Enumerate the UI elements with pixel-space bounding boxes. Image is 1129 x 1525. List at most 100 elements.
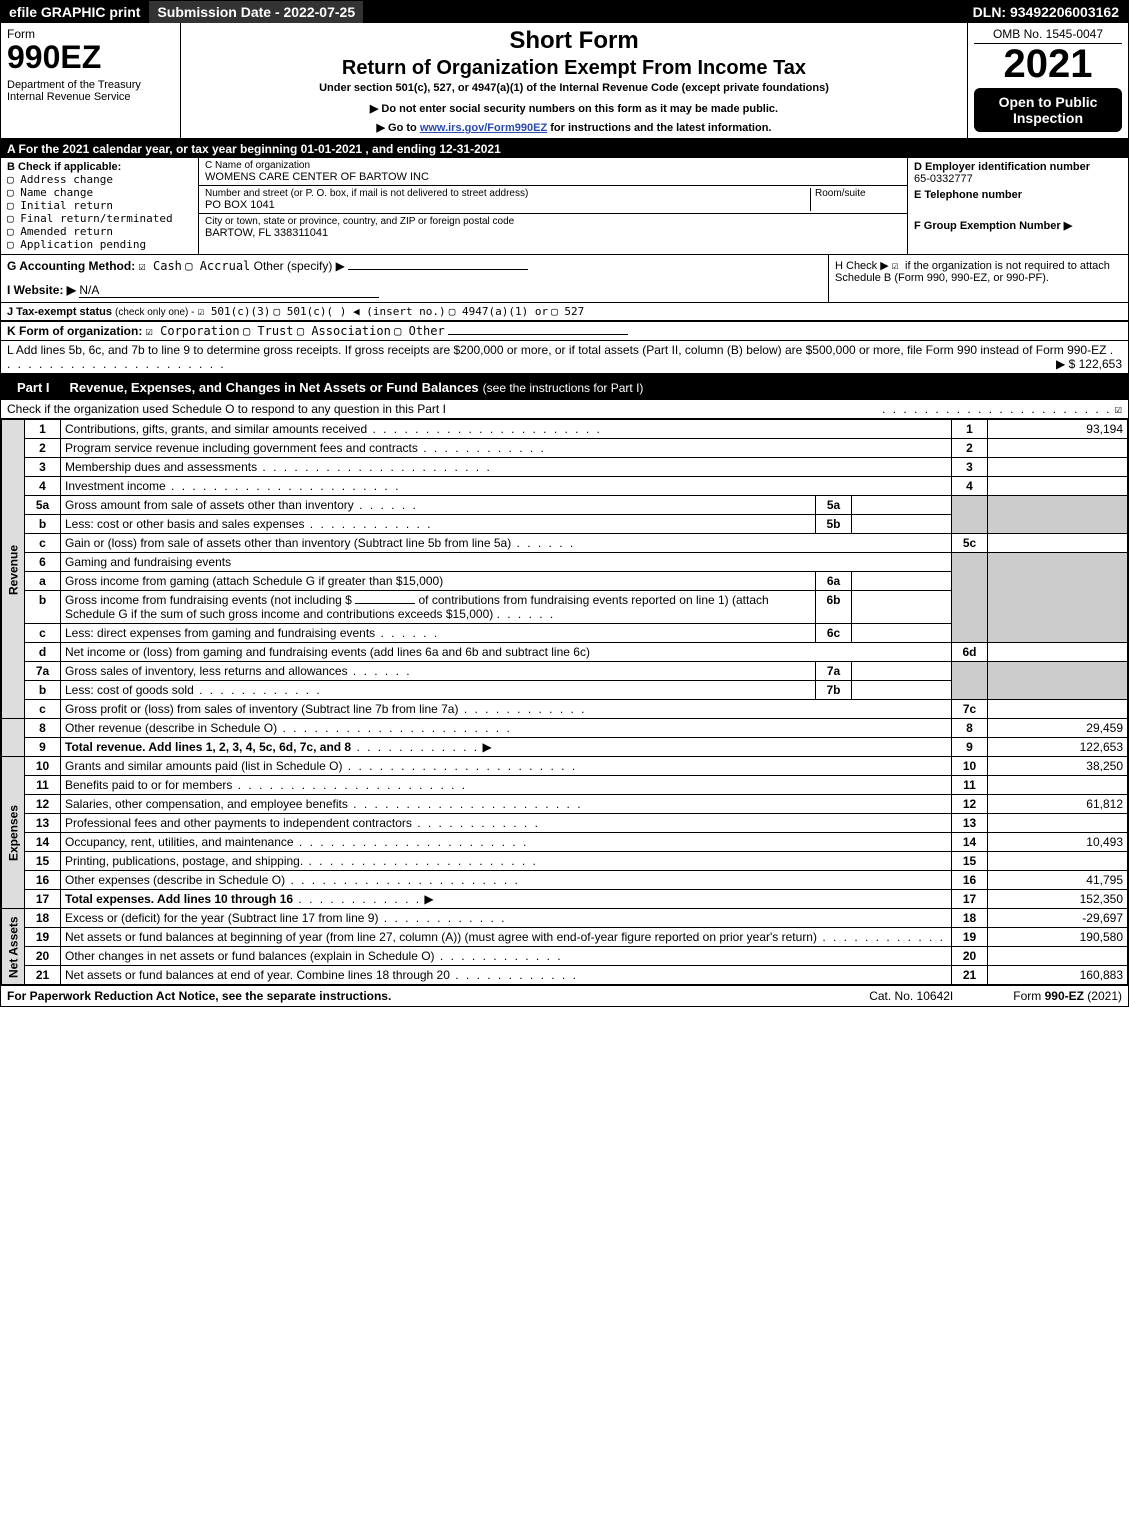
l20-desc: Other changes in net assets or fund bala… [61,947,952,966]
l3-dots [257,460,492,474]
l2-desc: Program service revenue including govern… [61,439,952,458]
l5a-num: 5a [25,496,61,515]
f-label: F Group Exemption Number ▶ [914,219,1122,232]
l7ab-rnum-shade [952,662,988,700]
j-small: (check only one) - [115,307,194,318]
footer-r-bold: 990-EZ [1045,989,1084,1003]
l13-num: 13 [25,814,61,833]
chk-4947[interactable]: 4947(a)(1) or [449,305,548,318]
l5c-desc: Gain or (loss) from sale of assets other… [61,534,952,553]
l7c-rnum: 7c [952,700,988,719]
chk-trust[interactable]: Trust [243,324,294,338]
chk-association[interactable]: Association [297,324,391,338]
l6a-desc: Gross income from gaming (attach Schedul… [61,572,816,591]
k-other-field[interactable] [448,334,628,335]
l7a-subnum: 7a [816,662,852,681]
chk-501c3[interactable]: 501(c)(3) [198,305,271,318]
l7b-d: Less: cost of goods sold [65,683,194,697]
l1-dots [367,422,602,436]
footer-r-pre: Form [1013,989,1044,1003]
l5a-d: Gross amount from sale of assets other t… [65,498,354,512]
l1-d: Contributions, gifts, grants, and simila… [65,422,367,436]
part-1-header: Part I Revenue, Expenses, and Changes in… [1,375,1128,400]
telephone-value [914,201,1122,215]
chk-amended-return[interactable]: Amended return [7,225,192,238]
footer-r-post: (2021) [1084,989,1122,1003]
l9-desc: Total revenue. Add lines 1, 2, 3, 4, 5c,… [61,738,952,757]
l4-d: Investment income [65,479,166,493]
l21-dots [450,968,578,982]
l6c-dots [375,626,439,640]
l16-rnum: 16 [952,871,988,890]
row-gh: G Accounting Method: Cash Accrual Other … [1,255,1128,303]
l2-num: 2 [25,439,61,458]
l21-amt: 160,883 [988,966,1128,985]
l7c-dots [458,702,586,716]
l4-dots [166,479,401,493]
i-label: I Website: ▶ [7,283,76,297]
l15-d: Printing, publications, postage, and shi… [65,854,303,868]
org-street: PO BOX 1041 [205,199,806,211]
chk-other-org[interactable]: Other [394,324,445,338]
l18-d: Excess or (deficit) for the year (Subtra… [65,911,378,925]
l11-dots [232,778,467,792]
table-row: 8 Other revenue (describe in Schedule O)… [2,719,1128,738]
g-other-field[interactable] [348,269,528,270]
topbar: efile GRAPHIC print Submission Date - 20… [1,1,1128,23]
chk-accrual[interactable]: Accrual [185,259,250,273]
col-h-schedule-b: H Check ▶ if the organization is not req… [828,255,1128,302]
table-row: Revenue 1 Contributions, gifts, grants, … [2,420,1128,439]
chk-schedule-o-part1[interactable] [1115,402,1122,416]
l13-dots [412,816,540,830]
chk-527[interactable]: 527 [551,305,584,318]
l5ab-rnum-shade [952,496,988,534]
l16-desc: Other expenses (describe in Schedule O) [61,871,952,890]
department-treasury: Department of the Treasury Internal Reve… [7,79,174,103]
org-city: BARTOW, FL 338311041 [205,227,901,239]
chk-cash[interactable]: Cash [139,259,182,273]
l8-d: Other revenue (describe in Schedule O) [65,721,277,735]
chk-schedule-b[interactable] [892,259,905,272]
chk-address-change[interactable]: Address change [7,173,192,186]
l6b-amount-field[interactable] [355,603,415,604]
chk-initial-return[interactable]: Initial return [7,199,192,212]
footer-catno: Cat. No. 10642I [869,989,953,1003]
l13-d: Professional fees and other payments to … [65,816,412,830]
l5b-subnum: 5b [816,515,852,534]
chk-final-return[interactable]: Final return/terminated [7,212,192,225]
chk-corporation[interactable]: Corporation [146,324,240,338]
l2-amt [988,439,1128,458]
chk-501c[interactable]: 501(c)( ) ◀ (insert no.) [273,305,445,318]
l12-rnum: 12 [952,795,988,814]
l6c-d: Less: direct expenses from gaming and fu… [65,626,375,640]
table-row: 11 Benefits paid to or for members 11 [2,776,1128,795]
chk-application-pending[interactable]: Application pending [7,238,192,251]
l15-num: 15 [25,852,61,871]
l6a-num: a [25,572,61,591]
form-header: Form 990EZ Department of the Treasury In… [1,23,1128,140]
dln: DLN: 93492206003162 [965,1,1128,23]
part-1-title: Revenue, Expenses, and Changes in Net As… [70,380,479,395]
chk-name-change[interactable]: Name change [7,186,192,199]
l6c-subval [852,624,952,643]
l8-num: 8 [25,719,61,738]
b-title: B Check if applicable: [7,161,192,173]
l19-amt: 190,580 [988,928,1128,947]
l15-desc: Printing, publications, postage, and shi… [61,852,952,871]
l19-num: 19 [25,928,61,947]
table-row: Net Assets 18 Excess or (deficit) for th… [2,909,1128,928]
table-row: 2 Program service revenue including gove… [2,439,1128,458]
l12-desc: Salaries, other compensation, and employ… [61,795,952,814]
l6c-subnum: 6c [816,624,852,643]
l3-num: 3 [25,458,61,477]
d-label: D Employer identification number [914,161,1122,173]
k-label: K Form of organization: [7,324,142,338]
l6b-subval [852,591,952,624]
l7c-num: c [25,700,61,719]
l2-rnum: 2 [952,439,988,458]
form-number: 990EZ [7,41,174,73]
h-pre: H Check ▶ [835,260,892,272]
irs-link[interactable]: www.irs.gov/Form990EZ [420,122,547,134]
l6c-num: c [25,624,61,643]
part-1-check-dots [882,402,1111,416]
